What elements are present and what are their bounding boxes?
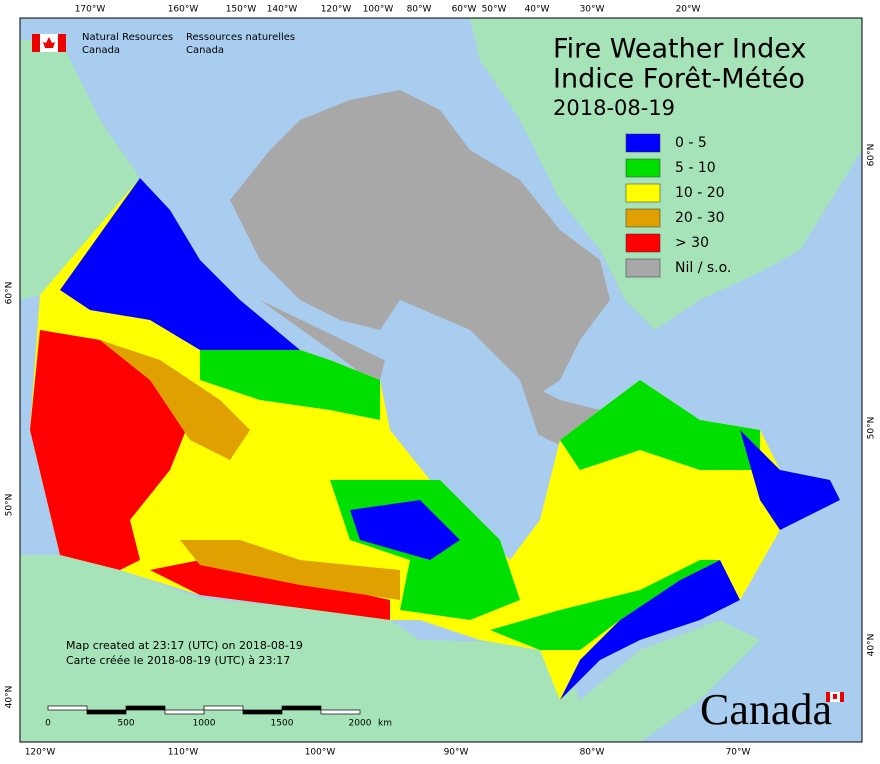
wordmark-flag xyxy=(833,694,837,699)
legend-swatch xyxy=(625,208,661,228)
fwi-north xyxy=(60,178,300,350)
latitude-label: 50°N xyxy=(5,494,15,517)
scale-segment xyxy=(281,705,322,711)
longitude-label: 90°W xyxy=(444,748,469,758)
scale-label: 2000 xyxy=(349,719,372,729)
scale-label: 1500 xyxy=(271,719,294,729)
flag-bar xyxy=(32,34,40,52)
longitude-label: 70°W xyxy=(726,748,751,758)
wordmark-flag xyxy=(840,692,844,702)
scale-segment xyxy=(164,709,205,715)
legend-label: 10 - 20 xyxy=(675,185,725,201)
title: Indice Forêt-Météo xyxy=(553,64,805,95)
scale-segment xyxy=(86,709,127,715)
scale-segment xyxy=(125,705,166,711)
legend-label: 20 - 30 xyxy=(675,210,725,226)
legend-swatch xyxy=(625,133,661,153)
longitude-label: 30°W xyxy=(580,5,605,15)
agency-english: Natural Resources xyxy=(82,32,173,43)
longitude-label: 120°W xyxy=(321,5,352,15)
scale-bar: 0 500 1000 1500 2000 km xyxy=(45,705,392,729)
fwi-green-east xyxy=(560,380,760,470)
maple-leaf xyxy=(43,37,55,48)
scale-segment xyxy=(320,709,361,715)
flag-bar xyxy=(58,34,66,52)
map-frame xyxy=(19,17,863,743)
hudson-bay xyxy=(380,300,540,500)
longitude-label: 50°W xyxy=(482,5,507,15)
fwi-red-west xyxy=(30,330,190,570)
fwi-green-southeast xyxy=(490,560,720,650)
wordmark-flag xyxy=(826,692,830,702)
legend-swatch xyxy=(625,258,661,278)
scale-label: 0 xyxy=(45,719,51,729)
date: 2018-08-19 xyxy=(553,96,675,120)
legend: 0 - 5 5 - 10 10 - 20 20 - 30 > 30 Nil / s.o. xyxy=(625,133,731,278)
latitude-label: 40°N xyxy=(867,634,877,657)
footer-note: Map created at 23:17 (UTC) on 2018-08-19 xyxy=(66,639,303,652)
fwi-red-south xyxy=(150,560,390,620)
longitude-label: 140°W xyxy=(267,5,298,15)
title: Fire Weather Index xyxy=(553,34,806,65)
longitude-label: 40°W xyxy=(525,5,550,15)
agency-french: Canada xyxy=(186,45,224,56)
footer-note: Carte créée le 2018-08-19 (UTC) à 23:17 xyxy=(66,654,290,667)
legend-label: 5 - 10 xyxy=(675,160,716,176)
legend-label: 0 - 5 xyxy=(675,135,707,151)
latitude-label: 40°N xyxy=(5,686,15,709)
latitude-label: 60°N xyxy=(867,144,877,167)
latitude-label: 60°N xyxy=(5,282,15,305)
agency-block: Natural Resources Canada Ressources natu… xyxy=(32,32,295,56)
legend-swatch xyxy=(625,183,661,203)
legend-label: > 30 xyxy=(675,235,709,251)
fwi-blue-labrador xyxy=(740,430,840,530)
scale-segment xyxy=(242,709,283,715)
legend-swatch xyxy=(625,158,661,178)
fwi-green-north xyxy=(200,350,380,420)
scale-segment xyxy=(203,705,244,711)
land xyxy=(20,18,862,742)
agency-french: Ressources naturelles xyxy=(186,32,295,43)
longitude-label: 100°W xyxy=(305,748,336,758)
scale-label: 1000 xyxy=(193,719,216,729)
fwi-blue-southeast xyxy=(560,560,740,700)
scale-label: 500 xyxy=(117,719,134,729)
greenland xyxy=(470,18,862,330)
wordmark: Canada xyxy=(700,685,832,734)
latitude-label: 50°N xyxy=(867,417,877,440)
longitude-label: 120°W xyxy=(25,748,56,758)
longitude-label: 60°W xyxy=(452,5,477,15)
legend-label: Nil / s.o. xyxy=(675,260,731,276)
legend-swatch xyxy=(625,233,661,253)
longitude-label: 110°W xyxy=(168,748,199,758)
longitude-label: 80°W xyxy=(580,748,605,758)
scale-segment xyxy=(47,705,88,711)
agency-english: Canada xyxy=(82,45,120,56)
graticule-labels: 170°W 160°W 150°W 140°W 120°W 100°W 80°W 60°W 50… xyxy=(5,5,877,758)
scale-unit: km xyxy=(378,719,392,729)
longitude-label: 100°W xyxy=(363,5,394,15)
longitude-label: 20°W xyxy=(676,5,701,15)
fwi-blue-central xyxy=(350,500,460,560)
arctic-islands xyxy=(230,90,610,400)
longitude-label: 80°W xyxy=(407,5,432,15)
fwi-orange-north xyxy=(100,340,250,460)
united-states xyxy=(20,555,580,742)
longitude-label: 170°W xyxy=(75,5,106,15)
longitude-label: 150°W xyxy=(226,5,257,15)
longitude-label: 160°W xyxy=(168,5,199,15)
alaska xyxy=(20,40,140,300)
fwi-orange-south xyxy=(180,540,400,600)
united-states-east xyxy=(560,620,760,742)
